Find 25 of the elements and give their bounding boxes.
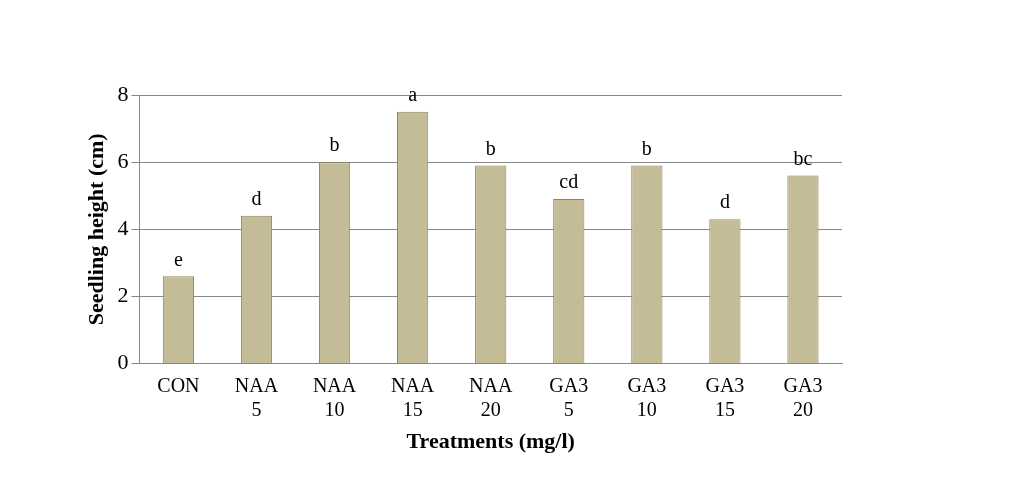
- annotation: d: [251, 187, 262, 210]
- annotation: b: [485, 136, 496, 159]
- annotation: e: [173, 247, 183, 270]
- x-tick-label: CON: [157, 373, 200, 396]
- y-tick-label: 4: [117, 215, 129, 241]
- x-axis-title: Treatments (mg/l): [406, 428, 575, 454]
- y-axis-title: Seedling height (cm): [82, 133, 108, 326]
- x-tick-label: NAA 20: [469, 373, 513, 420]
- y-tick-label: 0: [117, 349, 129, 375]
- x-tick-label: GA3 10: [627, 373, 667, 420]
- annotation: cd: [559, 170, 579, 193]
- x-tick-label: GA3 5: [549, 373, 589, 420]
- annotation: b: [641, 136, 652, 159]
- y-tick-label: 2: [117, 282, 129, 308]
- x-tick-label: NAA 5: [234, 373, 279, 420]
- annotation: d: [719, 190, 730, 213]
- annotation: bc: [793, 146, 813, 169]
- annotation: a: [408, 83, 418, 106]
- x-tick-label: GA3 20: [783, 373, 823, 420]
- x-tick-label: NAA 15: [390, 373, 435, 420]
- y-tick-label: 8: [117, 80, 129, 106]
- y-tick-label: 6: [117, 147, 129, 173]
- x-tick-label: GA3 15: [705, 373, 745, 420]
- x-tick-label: NAA 10: [312, 373, 357, 420]
- annotation: b: [329, 133, 340, 156]
